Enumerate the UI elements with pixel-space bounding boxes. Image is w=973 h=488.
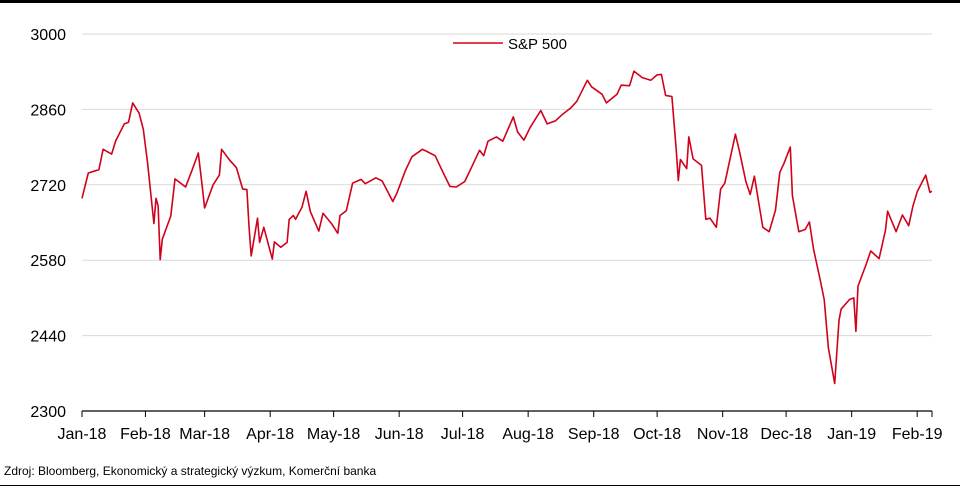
x-tick-label: Feb-18: [120, 426, 171, 443]
x-tick-label: Feb-19: [892, 426, 943, 443]
x-tick-label: Aug-18: [502, 426, 554, 443]
x-tick-label: Mar-18: [179, 426, 230, 443]
x-tick-label: Apr-18: [246, 426, 294, 443]
y-tick-label: 2300: [30, 404, 66, 421]
source-note: Zdroj: Bloomberg, Ekonomický a strategic…: [4, 464, 377, 478]
top-rule: [0, 0, 960, 3]
legend-label: S&P 500: [508, 36, 567, 53]
y-tick-label: 3000: [30, 27, 66, 44]
axes: [81, 410, 933, 417]
x-tick-labels: Jan-18 Feb-18 Mar-18 Apr-18 May-18 Jun-18 Jul-…: [58, 426, 943, 443]
series-layer: [81, 70, 933, 385]
x-tick-label: Jan-18: [58, 426, 107, 443]
series-line-sp500: [81, 70, 933, 385]
bottom-rule: [0, 485, 960, 486]
x-tick-label: Jul-18: [441, 426, 485, 443]
x-tick-label: Jun-18: [375, 426, 424, 443]
legend: S&P 500: [453, 36, 567, 53]
x-tick-label: Jan-19: [827, 426, 876, 443]
y-tick-label: 2440: [30, 329, 66, 346]
x-tick-label: May-18: [307, 426, 360, 443]
x-tick-label: Oct-18: [633, 426, 681, 443]
gridlines: [82, 33, 932, 337]
x-tick-label: Nov-18: [697, 426, 749, 443]
x-tick-label: Dec-18: [760, 426, 812, 443]
y-tick-label: 2580: [30, 253, 66, 270]
y-tick-label: 2860: [30, 102, 66, 119]
chart: 2300 2440 2580 2720 2860 3000 Jan-18 Feb-18 Mar…: [30, 27, 943, 443]
y-tick-labels: 2300 2440 2580 2720 2860 3000: [30, 27, 66, 421]
x-tick-label: Sep-18: [568, 426, 620, 443]
y-tick-label: 2720: [30, 178, 66, 195]
